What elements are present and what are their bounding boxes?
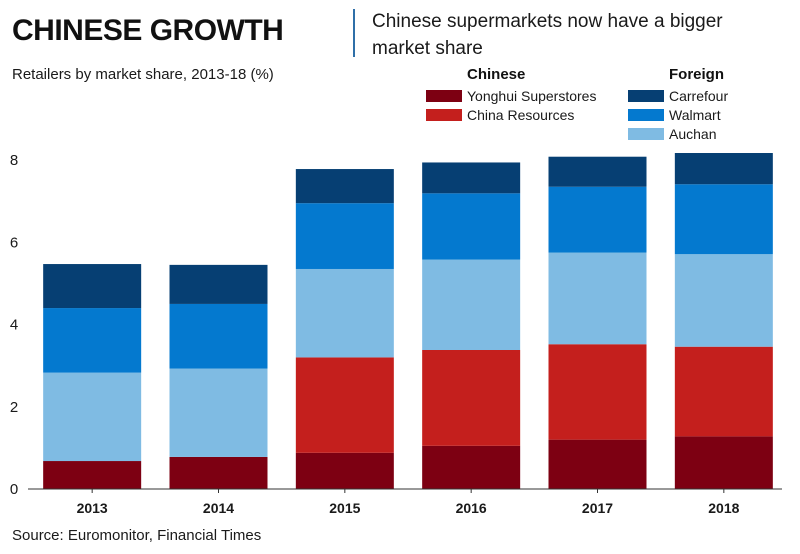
x-tick-label: 2015 (329, 500, 360, 516)
y-tick-label: 6 (10, 234, 18, 251)
bar-segment (295, 357, 394, 453)
legend-swatch-china-resources (426, 109, 462, 121)
bar-segment (548, 344, 647, 440)
axis-caption: Retailers by market share, 2013-18 (%) (12, 66, 274, 83)
bar-segment (548, 186, 647, 253)
bar-segment (674, 346, 773, 437)
bar-segment (43, 461, 142, 489)
x-tick-label: 2014 (203, 500, 234, 516)
x-tick-label: 2016 (456, 500, 487, 516)
bar-segment (422, 162, 521, 194)
bar-segment (548, 252, 647, 345)
legend-label-china-resources: China Resources (467, 107, 575, 123)
source-note: Source: Euromonitor, Financial Times (12, 527, 262, 544)
bar-segment (43, 308, 142, 373)
bar-segment (295, 203, 394, 269)
x-tick-label: 2017 (582, 500, 613, 516)
legend-label-auchan: Auchan (669, 126, 717, 142)
legend-label-yonghui: Yonghui Superstores (467, 88, 597, 104)
chart-subtitle: Chinese supermarkets now have a bigger m… (372, 11, 723, 59)
bar-segment (674, 254, 773, 347)
bar-segment (169, 456, 268, 489)
bar-segment (295, 268, 394, 358)
legend-label-walmart: Walmart (669, 107, 721, 123)
bar-segment (295, 452, 394, 489)
bar-segment (169, 264, 268, 304)
x-tick-label: 2018 (708, 500, 739, 516)
bar-segment (548, 439, 647, 489)
legend-label-carrefour: Carrefour (669, 88, 729, 104)
legend-title-chinese: Chinese (467, 66, 526, 83)
bar-segment (422, 259, 521, 350)
y-tick-label: 2 (10, 399, 18, 416)
legend-swatch-auchan (628, 128, 664, 140)
y-tick-label: 8 (10, 152, 18, 169)
bar-segment (169, 303, 268, 369)
legend-swatch-walmart (628, 109, 664, 121)
bar-segment (674, 184, 773, 255)
y-tick-label: 0 (10, 481, 18, 498)
y-tick-label: 4 (10, 317, 18, 334)
bar-segment (169, 368, 268, 457)
title-divider (353, 9, 355, 57)
chart-title: CHINESE GROWTH (12, 14, 284, 47)
bar-segment (674, 153, 773, 185)
bar-segment (674, 436, 773, 489)
bar-segment (295, 169, 394, 204)
bar-segment (43, 264, 142, 309)
bar-segment (422, 193, 521, 260)
legend-title-foreign: Foreign (669, 66, 724, 83)
x-tick-label: 2013 (77, 500, 108, 516)
bar-segment (422, 349, 521, 446)
bar-segment (43, 372, 142, 462)
legend-swatch-carrefour (628, 90, 664, 102)
legend-swatch-yonghui (426, 90, 462, 102)
bar-segment (548, 156, 647, 187)
bar-segment (422, 445, 521, 489)
